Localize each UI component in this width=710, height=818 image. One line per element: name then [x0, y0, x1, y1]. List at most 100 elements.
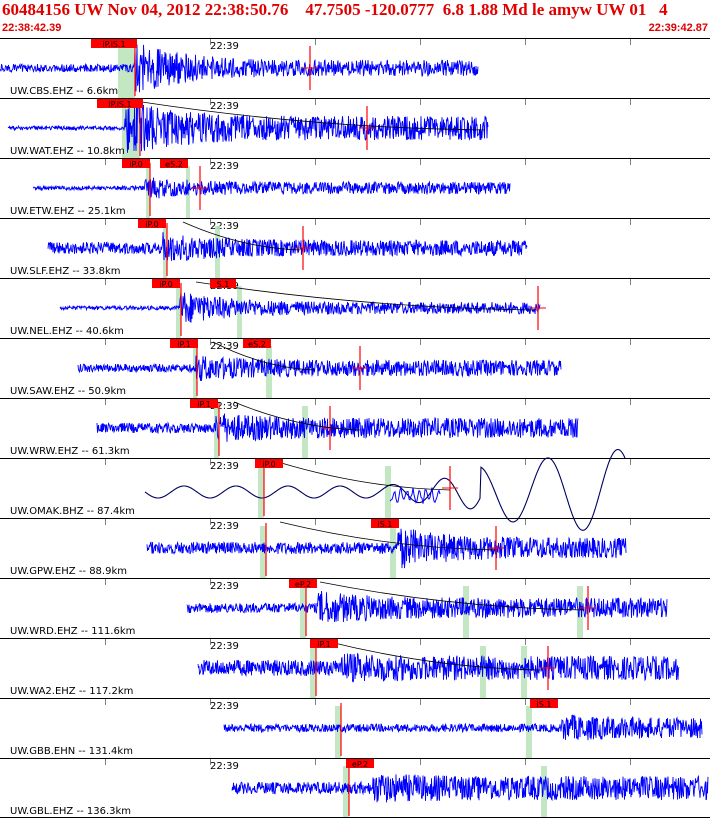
trace-panel: 22:39 iS.1 UW.GBB.EHN -- 131.4km [0, 698, 710, 758]
minute-label: 22:39 [210, 101, 239, 112]
pick-band [385, 466, 391, 518]
waveform [96, 413, 579, 442]
waveform [197, 652, 680, 683]
pick-band [343, 766, 349, 818]
pick-label: eS.2 [160, 159, 188, 169]
pick-band [176, 286, 181, 338]
pick-label: iP.0 [152, 279, 180, 289]
station-label: UW.CBS.EHZ -- 6.6km [10, 86, 118, 97]
pick-label-box [91, 39, 137, 48]
trace-panel: 22:39 iP.1 eS.2 UW.SAW.EHZ -- 50.9km [0, 338, 710, 398]
station-label: UW.SLF.EHZ -- 33.8km [10, 266, 121, 277]
trace-panel: 22:39 iP.0 UW.SLF.EHZ -- 33.8km [0, 218, 710, 278]
pick-label: iP.0 [122, 159, 150, 169]
trace-panel: 22:39 iS.1 UW.GPW.EHZ -- 88.9km [0, 518, 710, 578]
station-label: UW.SAW.EHZ -- 50.9km [10, 386, 126, 397]
minute-label: 22:39 [210, 341, 239, 352]
minute-label: 22:39 [210, 581, 239, 592]
pick-label-box [138, 219, 166, 228]
time-end-label: 22:39:42.87 [648, 22, 708, 34]
station-label: UW.OMAK.BHZ -- 87.4km [10, 506, 135, 517]
pick-band [258, 466, 264, 518]
pick-band [215, 226, 220, 278]
waveform [231, 774, 709, 803]
minute-label: 22:39 [210, 641, 239, 652]
pick-label-text: iP.0 [262, 460, 275, 469]
waveform [59, 292, 541, 323]
minute-label: 22:39 [210, 161, 239, 172]
pick-label-box [97, 99, 143, 108]
minute-label: 22:39 [210, 701, 239, 712]
minute-label: 22:39 [210, 41, 239, 52]
minute-label: 22:39 [210, 521, 239, 532]
pick-label-text: iP.0 [129, 160, 142, 169]
pick-band [260, 526, 266, 578]
waveform [146, 528, 627, 569]
pick-band [541, 766, 547, 818]
pick-label-text: eP.2 [295, 580, 311, 589]
pick-label: iP.0 [138, 219, 166, 229]
trace-panel: 22:39 eP.2 UW.WRD.EHZ -- 111.6km [0, 578, 710, 638]
waveform [32, 177, 511, 199]
waveform [7, 102, 489, 153]
pick-label-text: eP.2 [352, 760, 368, 769]
pick-label: eP.2 [289, 579, 317, 589]
travel-time-curve [182, 221, 301, 251]
pick-band [193, 346, 197, 398]
pick-label: iP.iS.1 [97, 99, 143, 109]
station-label: UW.WRW.EHZ -- 61.3km [10, 446, 130, 457]
pick-label: iP.iS.1 [91, 39, 137, 49]
minute-label: 22:39 [210, 761, 239, 772]
trace-panel: 22:39 iP.iS.1 UW.CBS.EHZ -- 6.6km [0, 38, 710, 98]
travel-time-curve [277, 461, 451, 491]
station-label: UW.GPW.EHZ -- 88.9km [10, 566, 127, 577]
pick-label-box [243, 339, 271, 348]
pick-label: eS.2 [243, 339, 271, 349]
pick-label-box [310, 639, 338, 648]
minute-label: 22:39 [210, 401, 239, 412]
pick-label-box [122, 159, 150, 168]
waveform [47, 232, 528, 261]
waveform [186, 590, 668, 623]
pick-label-text: iP.0 [159, 280, 172, 289]
time-start-label: 22:38:42.39 [2, 22, 62, 34]
pick-label-text: eS.2 [165, 160, 183, 169]
pick-band [300, 586, 306, 638]
travel-time-curve [141, 101, 486, 131]
travel-time-curve [319, 581, 586, 611]
event-title: 60484156 UW Nov 04, 2012 22:38:50.76 47.… [2, 0, 668, 19]
pick-label-box [289, 579, 317, 588]
waveform [0, 44, 479, 93]
pick-band [335, 706, 341, 758]
pick-label: iS.1 [371, 519, 399, 529]
travel-time-curve [195, 281, 536, 311]
station-label: UW.GBB.EHN -- 131.4km [10, 746, 133, 757]
station-label: UW.NEL.EHZ -- 40.6km [10, 326, 124, 337]
travel-time-curve [212, 341, 316, 371]
pick-label-box [170, 339, 198, 348]
pick-label-text: iP.iS.1 [102, 40, 125, 49]
plot-header: 60484156 UW Nov 04, 2012 22:38:50.76 47.… [0, 0, 710, 38]
trace-panel: 22:39 iP.0 UW.OMAK.BHZ -- 87.4km [0, 448, 710, 531]
pick-label: S.1 [210, 279, 236, 289]
travel-time-curve [279, 521, 496, 551]
waveform [223, 714, 703, 741]
trace-panel: 22:39 iP.0 eS.2 UW.ETW.EHZ -- 25.1km [0, 158, 710, 218]
station-label: UW.ETW.EHZ -- 25.1km [10, 206, 126, 217]
pick-band [526, 706, 532, 758]
minute-label: 22:39 [210, 221, 239, 232]
trace-panel: 22:39 iP.iS.1 UW.WAT.EHZ -- 10.8km [0, 98, 710, 158]
station-label: UW.WAT.EHZ -- 10.8km [10, 146, 125, 157]
pick-label: iP.1 [170, 339, 198, 349]
pick-band [118, 46, 135, 98]
pick-label-box [210, 279, 236, 288]
pick-label: iP.1 [190, 399, 218, 409]
station-label: UW.WA2.EHZ -- 117.2km [10, 686, 133, 697]
pick-label-box [152, 279, 180, 288]
pick-label-text: iS.1 [378, 520, 393, 529]
pick-label-box [190, 399, 218, 408]
pick-label-text: iP.1 [317, 640, 330, 649]
pick-label-text: iP.0 [145, 220, 158, 229]
pick-label-text: eS.2 [248, 340, 266, 349]
